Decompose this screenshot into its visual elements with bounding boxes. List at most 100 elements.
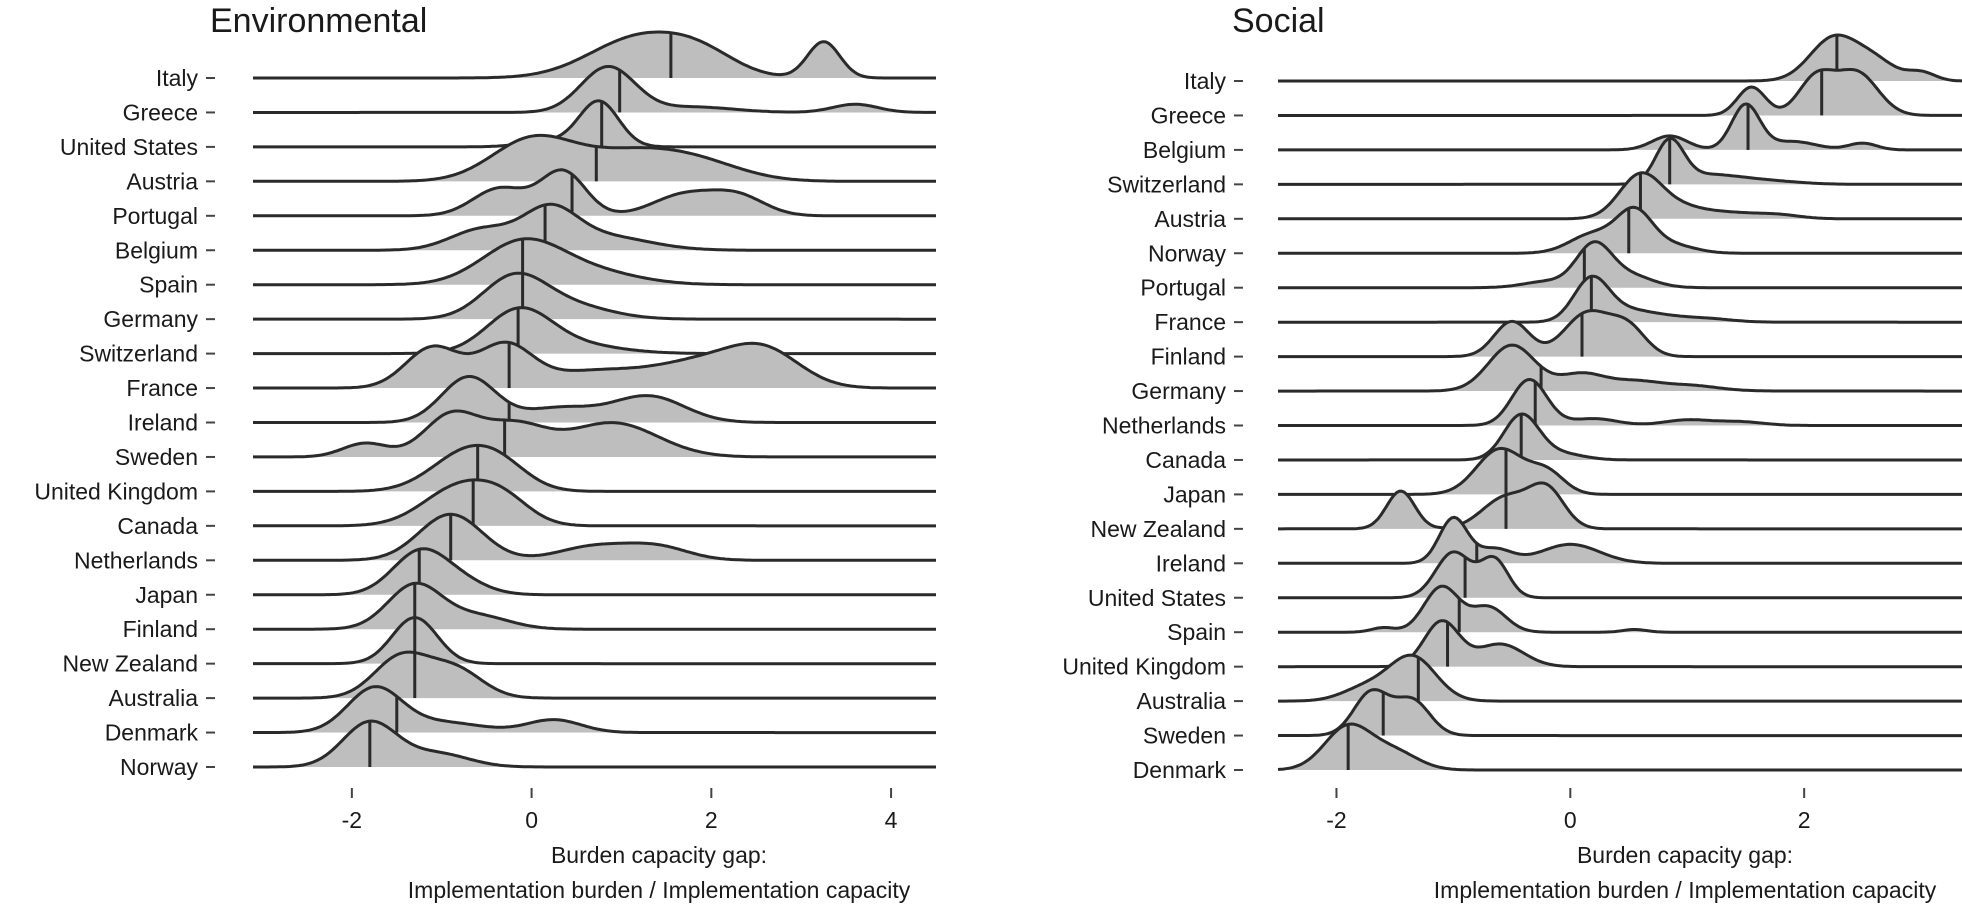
ridge-area bbox=[253, 342, 936, 389]
country-label: Italy bbox=[156, 65, 199, 91]
country-label: Finland bbox=[123, 616, 198, 642]
country-label: Spain bbox=[139, 272, 198, 298]
ridge-line bbox=[1278, 102, 1962, 152]
ridge-area bbox=[1278, 586, 1962, 633]
ridge-line bbox=[1278, 309, 1962, 359]
ridge-area bbox=[1278, 310, 1962, 357]
ridge-line bbox=[1278, 584, 1962, 634]
country-label: Japan bbox=[135, 582, 198, 608]
ridge-line bbox=[253, 616, 936, 666]
ridge-line bbox=[253, 375, 936, 424]
ridge-denmark bbox=[1277, 722, 1962, 772]
x-tick-label: 0 bbox=[1564, 807, 1577, 833]
country-label: Denmark bbox=[1133, 757, 1227, 783]
country-label: Belgium bbox=[115, 237, 198, 263]
x-axis-label-line1: Burden capacity gap: bbox=[551, 842, 767, 868]
ridge-sweden bbox=[1278, 688, 1962, 738]
ridge-line bbox=[1278, 240, 1962, 290]
ridge-area bbox=[1278, 276, 1962, 323]
ridges-environmental bbox=[253, 30, 936, 769]
ridge-switzerland bbox=[1278, 136, 1962, 186]
ridge-ireland bbox=[1278, 515, 1962, 565]
ridge-area bbox=[253, 479, 936, 526]
ridge-united-states bbox=[1278, 550, 1962, 600]
country-label: Japan bbox=[1163, 481, 1226, 507]
ridge-canada bbox=[1278, 412, 1962, 462]
ridge-france bbox=[253, 340, 936, 390]
ridge-new-zealand bbox=[1278, 481, 1962, 531]
ridge-line bbox=[1278, 343, 1962, 393]
country-labels-environmental: Italy Greece United States Austria Portugal B… bbox=[34, 65, 215, 780]
ridge-norway bbox=[253, 719, 936, 769]
ridge-area bbox=[1278, 724, 1962, 770]
panel-social: Social Italy Greece Belgium Switzerland Aust… bbox=[1062, 2, 1962, 903]
ridge-area bbox=[253, 273, 936, 320]
ridge-belgium bbox=[1278, 102, 1962, 152]
country-label: Switzerland bbox=[1107, 171, 1226, 197]
country-label: Norway bbox=[120, 754, 198, 780]
ridge-line bbox=[253, 719, 936, 769]
ridge-line bbox=[1278, 550, 1962, 600]
ridge-area bbox=[253, 135, 936, 182]
ridges-social bbox=[1277, 33, 1962, 772]
x-axis-label-line2: Implementation burden / Implementation c… bbox=[408, 877, 911, 903]
ridge-area bbox=[1278, 517, 1962, 564]
ridge-greece bbox=[1278, 68, 1962, 117]
ridge-area bbox=[1278, 551, 1962, 598]
ridge-line bbox=[1278, 412, 1962, 462]
country-labels-social: Italy Greece Belgium Switzerland Austria Norw… bbox=[1062, 68, 1243, 783]
ridge-area bbox=[253, 100, 936, 147]
panel-title-environmental: Environmental bbox=[210, 2, 427, 40]
ridge-area bbox=[253, 376, 936, 423]
country-label: Belgium bbox=[1143, 137, 1226, 163]
panel-title-social: Social bbox=[1232, 2, 1325, 40]
ridge-sweden bbox=[253, 409, 936, 459]
ridge-netherlands bbox=[1278, 378, 1962, 427]
ridge-line bbox=[1278, 653, 1962, 703]
ridge-line bbox=[253, 650, 936, 700]
country-label: Spain bbox=[1167, 619, 1226, 645]
ridge-norway bbox=[1278, 205, 1962, 255]
country-label: New Zealand bbox=[62, 651, 198, 677]
ridge-finland bbox=[1278, 309, 1962, 359]
ridge-area bbox=[253, 686, 936, 733]
ridge-line bbox=[1278, 205, 1962, 255]
ridge-area bbox=[253, 238, 936, 285]
ridge-line bbox=[253, 443, 936, 493]
country-label: United Kingdom bbox=[34, 478, 198, 504]
ridge-italy bbox=[253, 30, 936, 80]
country-label: Italy bbox=[1184, 68, 1227, 94]
panel-environmental: Environmental Italy Greece United States Au… bbox=[34, 2, 936, 903]
country-label: Ireland bbox=[1156, 550, 1226, 576]
ridge-line bbox=[253, 271, 936, 321]
x-axis-social: -2 0 2 bbox=[1326, 788, 1811, 833]
country-label: United States bbox=[1088, 585, 1226, 611]
x-axis-environmental: -2 0 2 4 bbox=[342, 788, 898, 833]
ridge-line bbox=[253, 685, 936, 735]
ridge-line bbox=[253, 547, 936, 597]
ridge-portugal bbox=[253, 168, 936, 218]
ridge-line bbox=[253, 409, 936, 459]
country-label: Australia bbox=[1137, 688, 1227, 714]
ridge-line bbox=[253, 512, 936, 562]
ridge-area bbox=[253, 445, 936, 492]
country-label: Sweden bbox=[1143, 723, 1226, 749]
ridge-spain bbox=[1278, 584, 1962, 634]
ridge-area bbox=[253, 652, 936, 699]
ridge-area bbox=[1278, 172, 1962, 219]
ridge-area bbox=[253, 514, 936, 561]
ridge-united-states bbox=[253, 99, 936, 149]
country-label: United States bbox=[60, 134, 198, 160]
ridge-line bbox=[253, 237, 936, 287]
country-label: Netherlands bbox=[1102, 413, 1226, 439]
ridge-line bbox=[1278, 68, 1962, 117]
ridge-line bbox=[1278, 33, 1962, 83]
ridge-australia bbox=[253, 650, 936, 700]
ridge-line bbox=[253, 340, 936, 390]
country-label: Germany bbox=[1131, 378, 1226, 404]
ridge-line bbox=[253, 168, 936, 218]
ridge-area bbox=[1278, 689, 1962, 736]
ridge-line bbox=[253, 99, 936, 149]
country-label: Germany bbox=[103, 306, 198, 332]
